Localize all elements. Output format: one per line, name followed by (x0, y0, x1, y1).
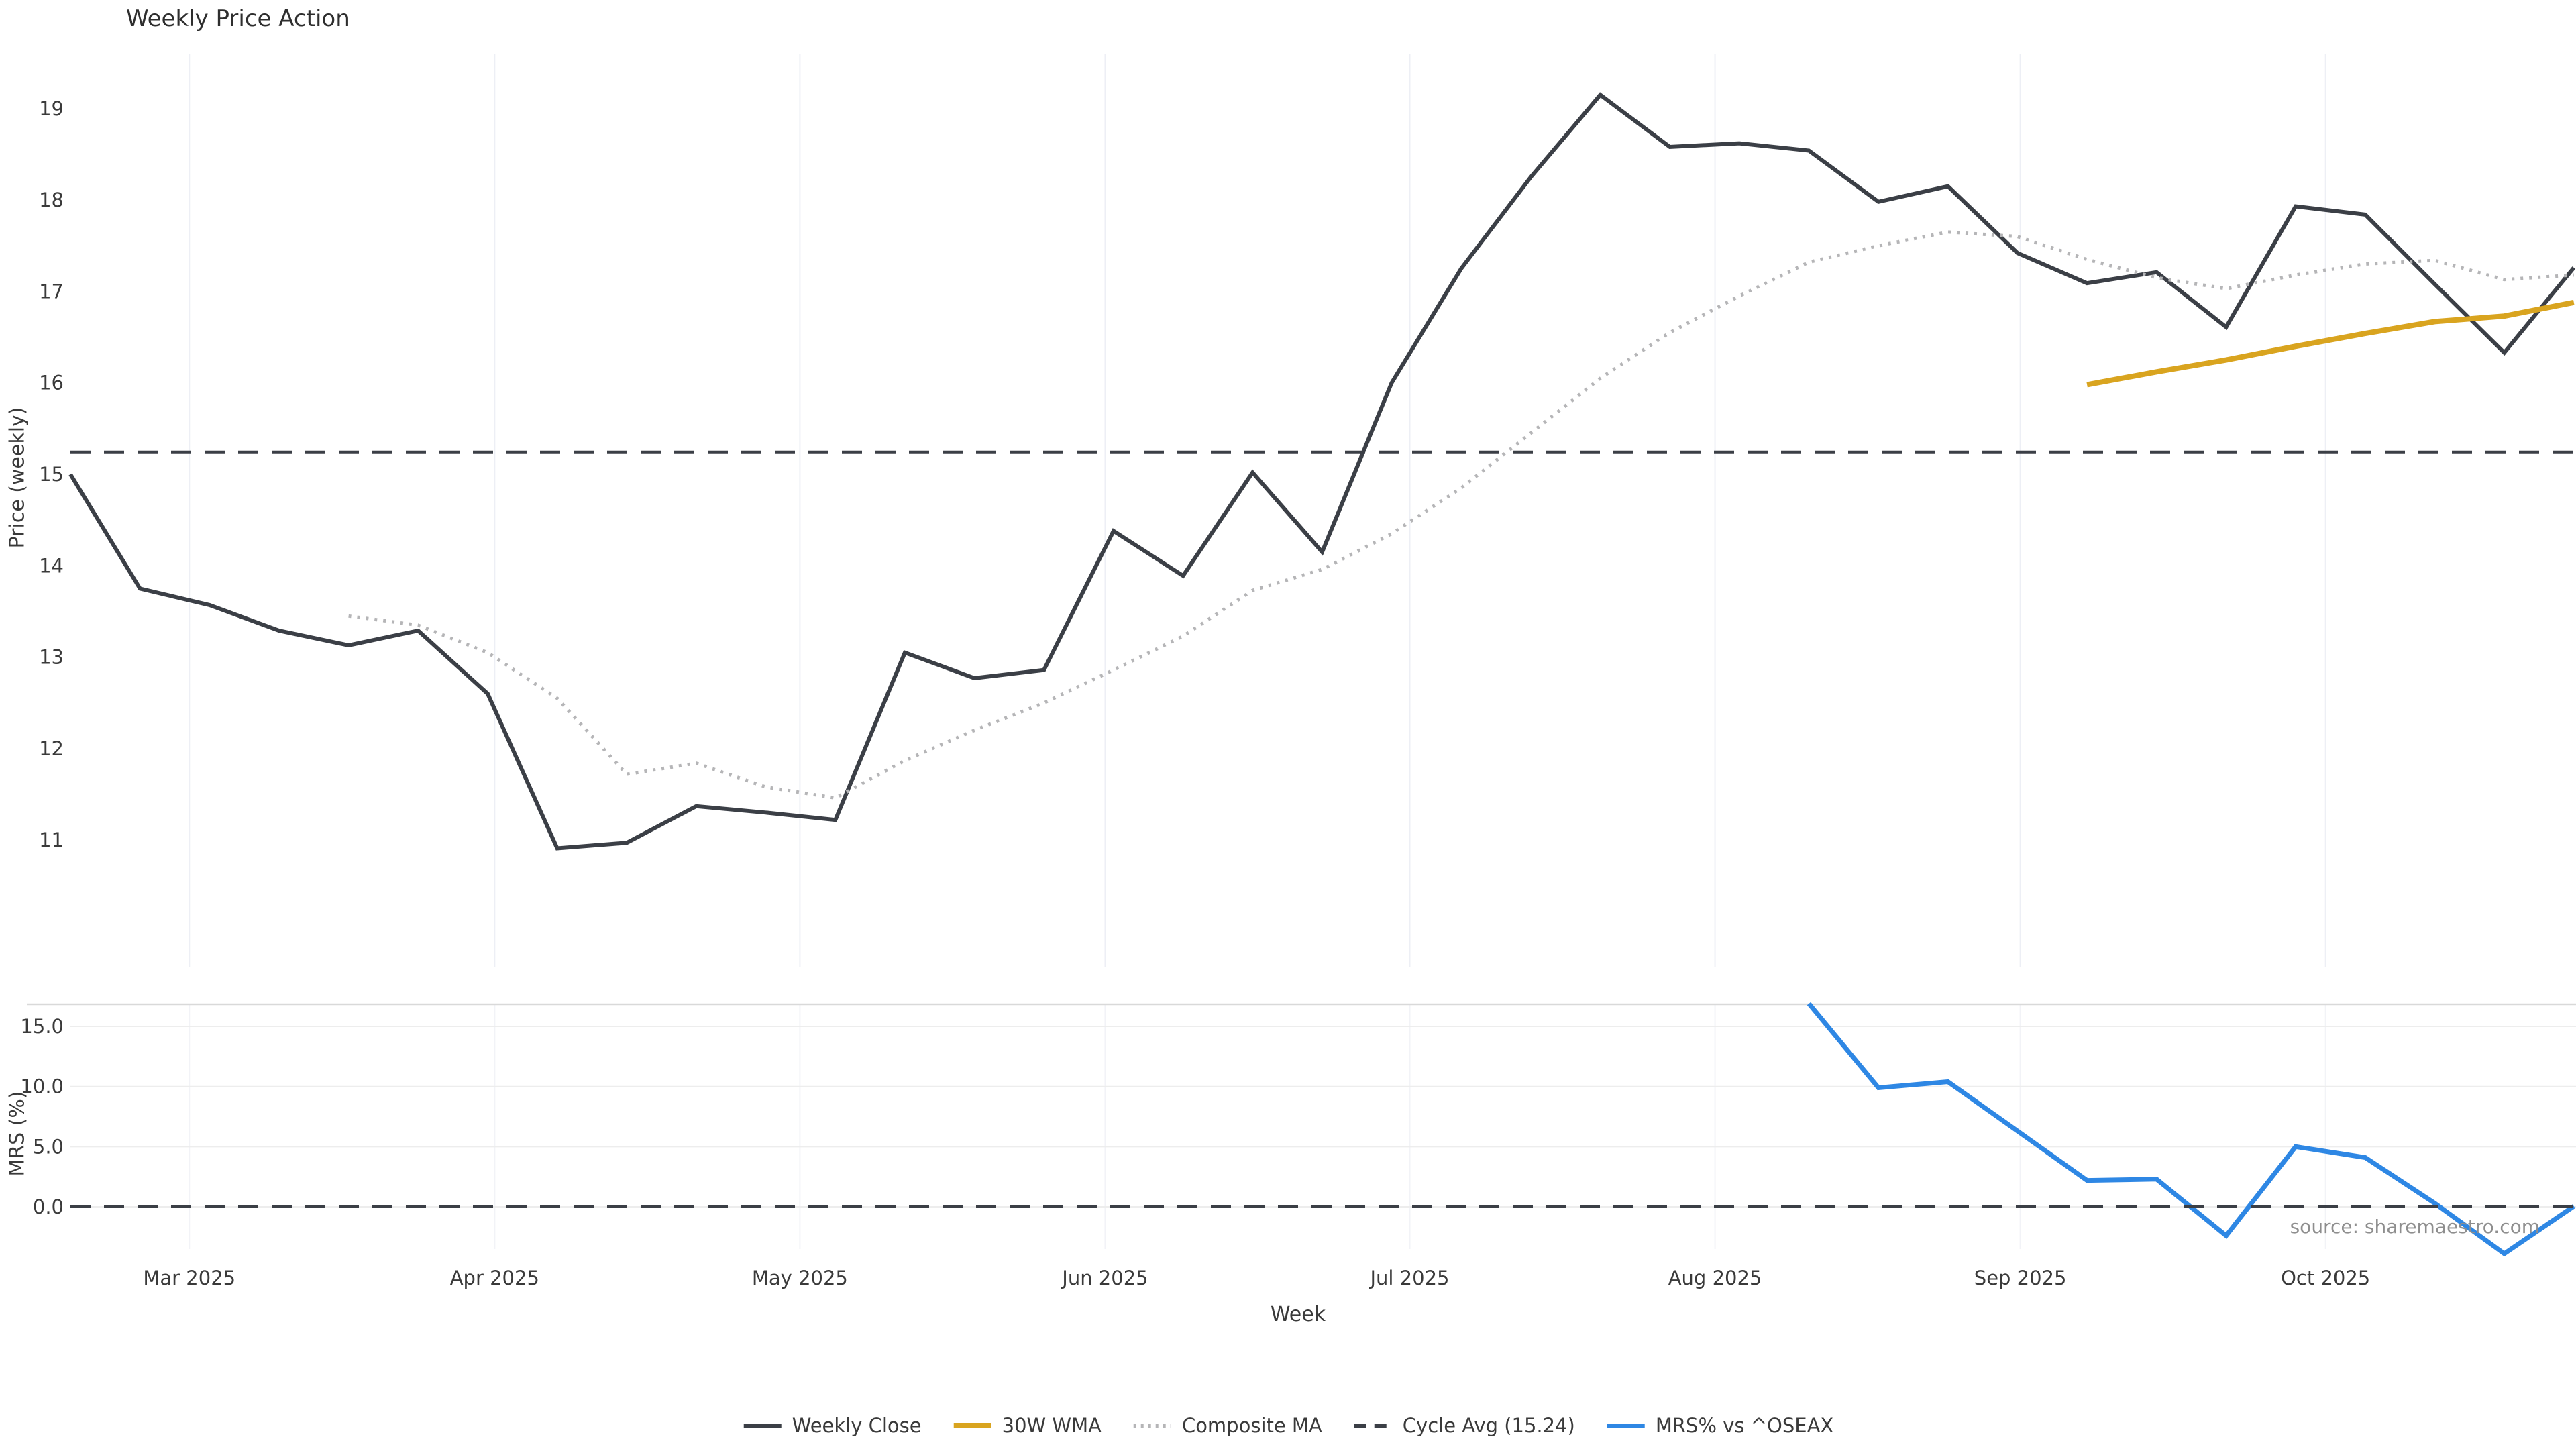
xtick-label: Mar 2025 (143, 1267, 235, 1289)
series-30w-wma-line (2086, 299, 2575, 388)
legend-item-composite-ma: Composite MA (1132, 1414, 1322, 1437)
price-ytick-label: 16 (39, 372, 64, 394)
xtick-label: Aug 2025 (1668, 1267, 1762, 1289)
source-attribution: source: sharemaestro.com (2290, 1216, 2540, 1238)
mrs-ytick-label: 0.0 (33, 1195, 64, 1218)
series-weekly-close-line (68, 92, 2576, 851)
series-composite-ma-line (348, 230, 2574, 800)
xtick-label: Jun 2025 (1061, 1267, 1148, 1289)
cycle-avg-line-icon (1354, 1424, 1392, 1428)
legend-item-cycle-avg: Cycle Avg (15.24) (1353, 1414, 1575, 1437)
wma-line-icon (953, 1423, 991, 1428)
xtick-label: Oct 2025 (2281, 1267, 2370, 1289)
legend-label: Cycle Avg (15.24) (1402, 1414, 1575, 1437)
price-ytick-label: 19 (39, 97, 64, 120)
x-axis-label: Week (1270, 1303, 1326, 1326)
price-ytick-label: 13 (39, 646, 64, 669)
mrs-axis-label: MRS (%) (5, 1091, 30, 1177)
legend-label: 30W WMA (1002, 1414, 1102, 1437)
xtick-label: May 2025 (752, 1267, 848, 1289)
price-axis-label: Price (weekly) (5, 407, 30, 549)
page-title: Weekly Price Action (126, 5, 350, 32)
legend-label: Composite MA (1181, 1414, 1322, 1437)
legend: Weekly Close 30W WMA Composite MA Cycle … (743, 1414, 1833, 1437)
mrs-ytick-label: 10.0 (20, 1075, 64, 1098)
composite-ma-line-icon (1133, 1424, 1171, 1428)
xtick-label: Jul 2025 (1368, 1267, 1449, 1289)
price-ytick-label: 18 (39, 189, 64, 211)
mrs-line-icon (1607, 1424, 1645, 1428)
price-ytick-label: 17 (39, 280, 64, 303)
weekly-close-line-icon (743, 1424, 782, 1428)
legend-item-weekly-close: Weekly Close (743, 1414, 922, 1437)
legend-item-30w-wma: 30W WMA (953, 1414, 1102, 1437)
xtick-label: Sep 2025 (1974, 1267, 2067, 1289)
xtick-label: Apr 2025 (450, 1267, 539, 1289)
legend-label: Weekly Close (792, 1414, 922, 1437)
price-ytick-label: 15 (39, 463, 64, 486)
price-ytick-label: 11 (39, 828, 64, 851)
legend-item-mrs: MRS% vs ^OSEAX (1606, 1414, 1833, 1437)
mrs-ytick-label: 15.0 (20, 1015, 64, 1038)
price-ytick-label: 14 (39, 554, 64, 577)
legend-label: MRS% vs ^OSEAX (1655, 1414, 1834, 1437)
price-ytick-label: 12 (39, 737, 64, 760)
mrs-ytick-label: 5.0 (33, 1135, 64, 1158)
